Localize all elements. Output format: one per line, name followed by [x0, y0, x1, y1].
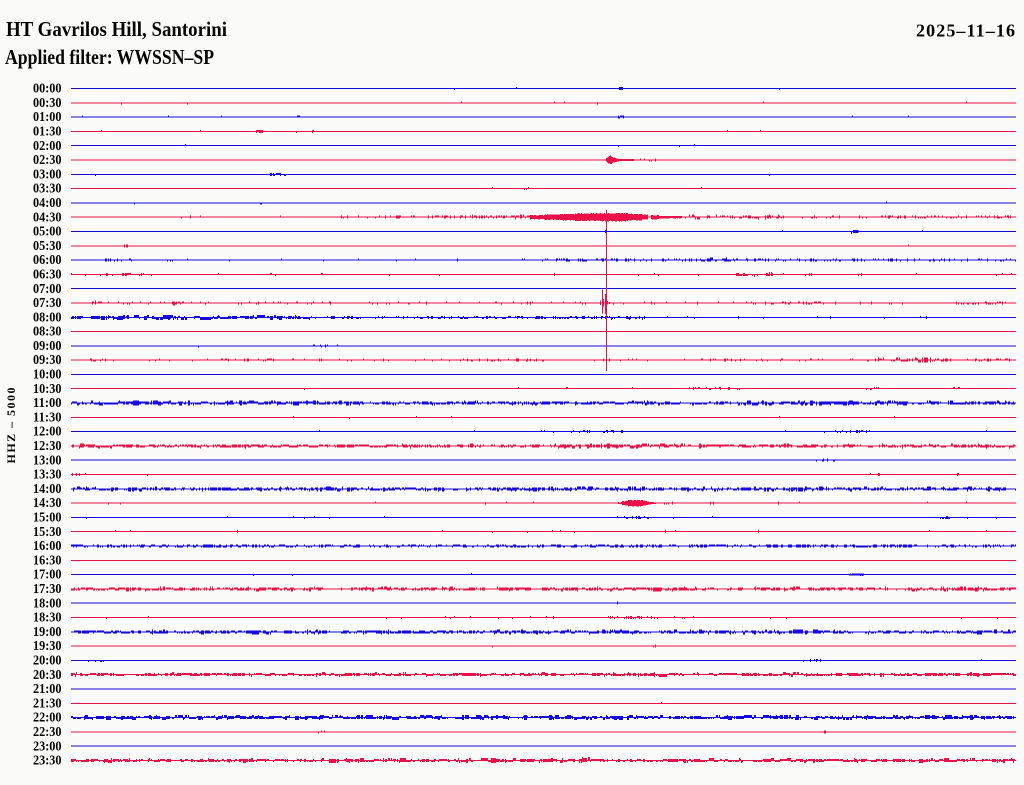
svg-text:21:30: 21:30 — [33, 696, 62, 711]
svg-text:08:00: 08:00 — [33, 310, 62, 325]
svg-text:07:30: 07:30 — [33, 296, 62, 311]
svg-text:06:00: 06:00 — [33, 253, 62, 268]
svg-text:04:00: 04:00 — [33, 196, 62, 211]
svg-text:19:30: 19:30 — [33, 639, 62, 654]
svg-text:22:30: 22:30 — [33, 725, 62, 740]
svg-text:18:00: 18:00 — [33, 596, 62, 611]
svg-text:14:30: 14:30 — [33, 496, 62, 511]
svg-text:07:00: 07:00 — [33, 282, 62, 297]
svg-text:13:30: 13:30 — [33, 468, 62, 483]
svg-text:03:30: 03:30 — [33, 182, 62, 197]
svg-text:13:00: 13:00 — [33, 453, 62, 468]
svg-text:09:30: 09:30 — [33, 353, 62, 368]
svg-text:HT Gavrilos Hill, Santorini: HT Gavrilos Hill, Santorini — [6, 17, 227, 41]
svg-text:23:30: 23:30 — [33, 754, 62, 769]
svg-text:18:30: 18:30 — [33, 611, 62, 626]
svg-text:01:00: 01:00 — [33, 110, 62, 125]
svg-text:16:30: 16:30 — [33, 553, 62, 568]
svg-text:02:30: 02:30 — [33, 153, 62, 168]
svg-text:22:00: 22:00 — [33, 711, 62, 726]
svg-text:12:00: 12:00 — [33, 425, 62, 440]
svg-text:21:00: 21:00 — [33, 682, 62, 697]
svg-text:03:00: 03:00 — [33, 167, 62, 182]
svg-text:HHZ – 5000: HHZ – 5000 — [4, 388, 18, 464]
svg-text:23:00: 23:00 — [33, 739, 62, 754]
svg-text:19:00: 19:00 — [33, 625, 62, 640]
svg-text:12:30: 12:30 — [33, 439, 62, 454]
svg-text:04:30: 04:30 — [33, 210, 62, 225]
svg-text:15:30: 15:30 — [33, 525, 62, 540]
svg-text:11:00: 11:00 — [33, 396, 62, 411]
svg-text:17:00: 17:00 — [33, 568, 62, 583]
svg-text:00:00: 00:00 — [33, 82, 62, 97]
svg-text:05:00: 05:00 — [33, 225, 62, 240]
svg-text:08:30: 08:30 — [33, 325, 62, 340]
svg-text:Applied filter: WWSSN–SP: Applied filter: WWSSN–SP — [5, 45, 214, 69]
svg-text:16:00: 16:00 — [33, 539, 62, 554]
svg-text:09:00: 09:00 — [33, 339, 62, 354]
svg-text:20:00: 20:00 — [33, 654, 62, 669]
svg-text:00:30: 00:30 — [33, 96, 62, 111]
svg-text:15:00: 15:00 — [33, 511, 62, 526]
svg-text:05:30: 05:30 — [33, 239, 62, 254]
svg-text:02:00: 02:00 — [33, 139, 62, 154]
svg-text:01:30: 01:30 — [33, 125, 62, 140]
svg-text:10:30: 10:30 — [33, 382, 62, 397]
svg-text:17:30: 17:30 — [33, 582, 62, 597]
svg-text:14:00: 14:00 — [33, 482, 62, 497]
svg-text:20:30: 20:30 — [33, 668, 62, 683]
svg-text:11:30: 11:30 — [33, 410, 62, 425]
svg-text:06:30: 06:30 — [33, 268, 62, 283]
svg-text:10:00: 10:00 — [33, 368, 62, 383]
